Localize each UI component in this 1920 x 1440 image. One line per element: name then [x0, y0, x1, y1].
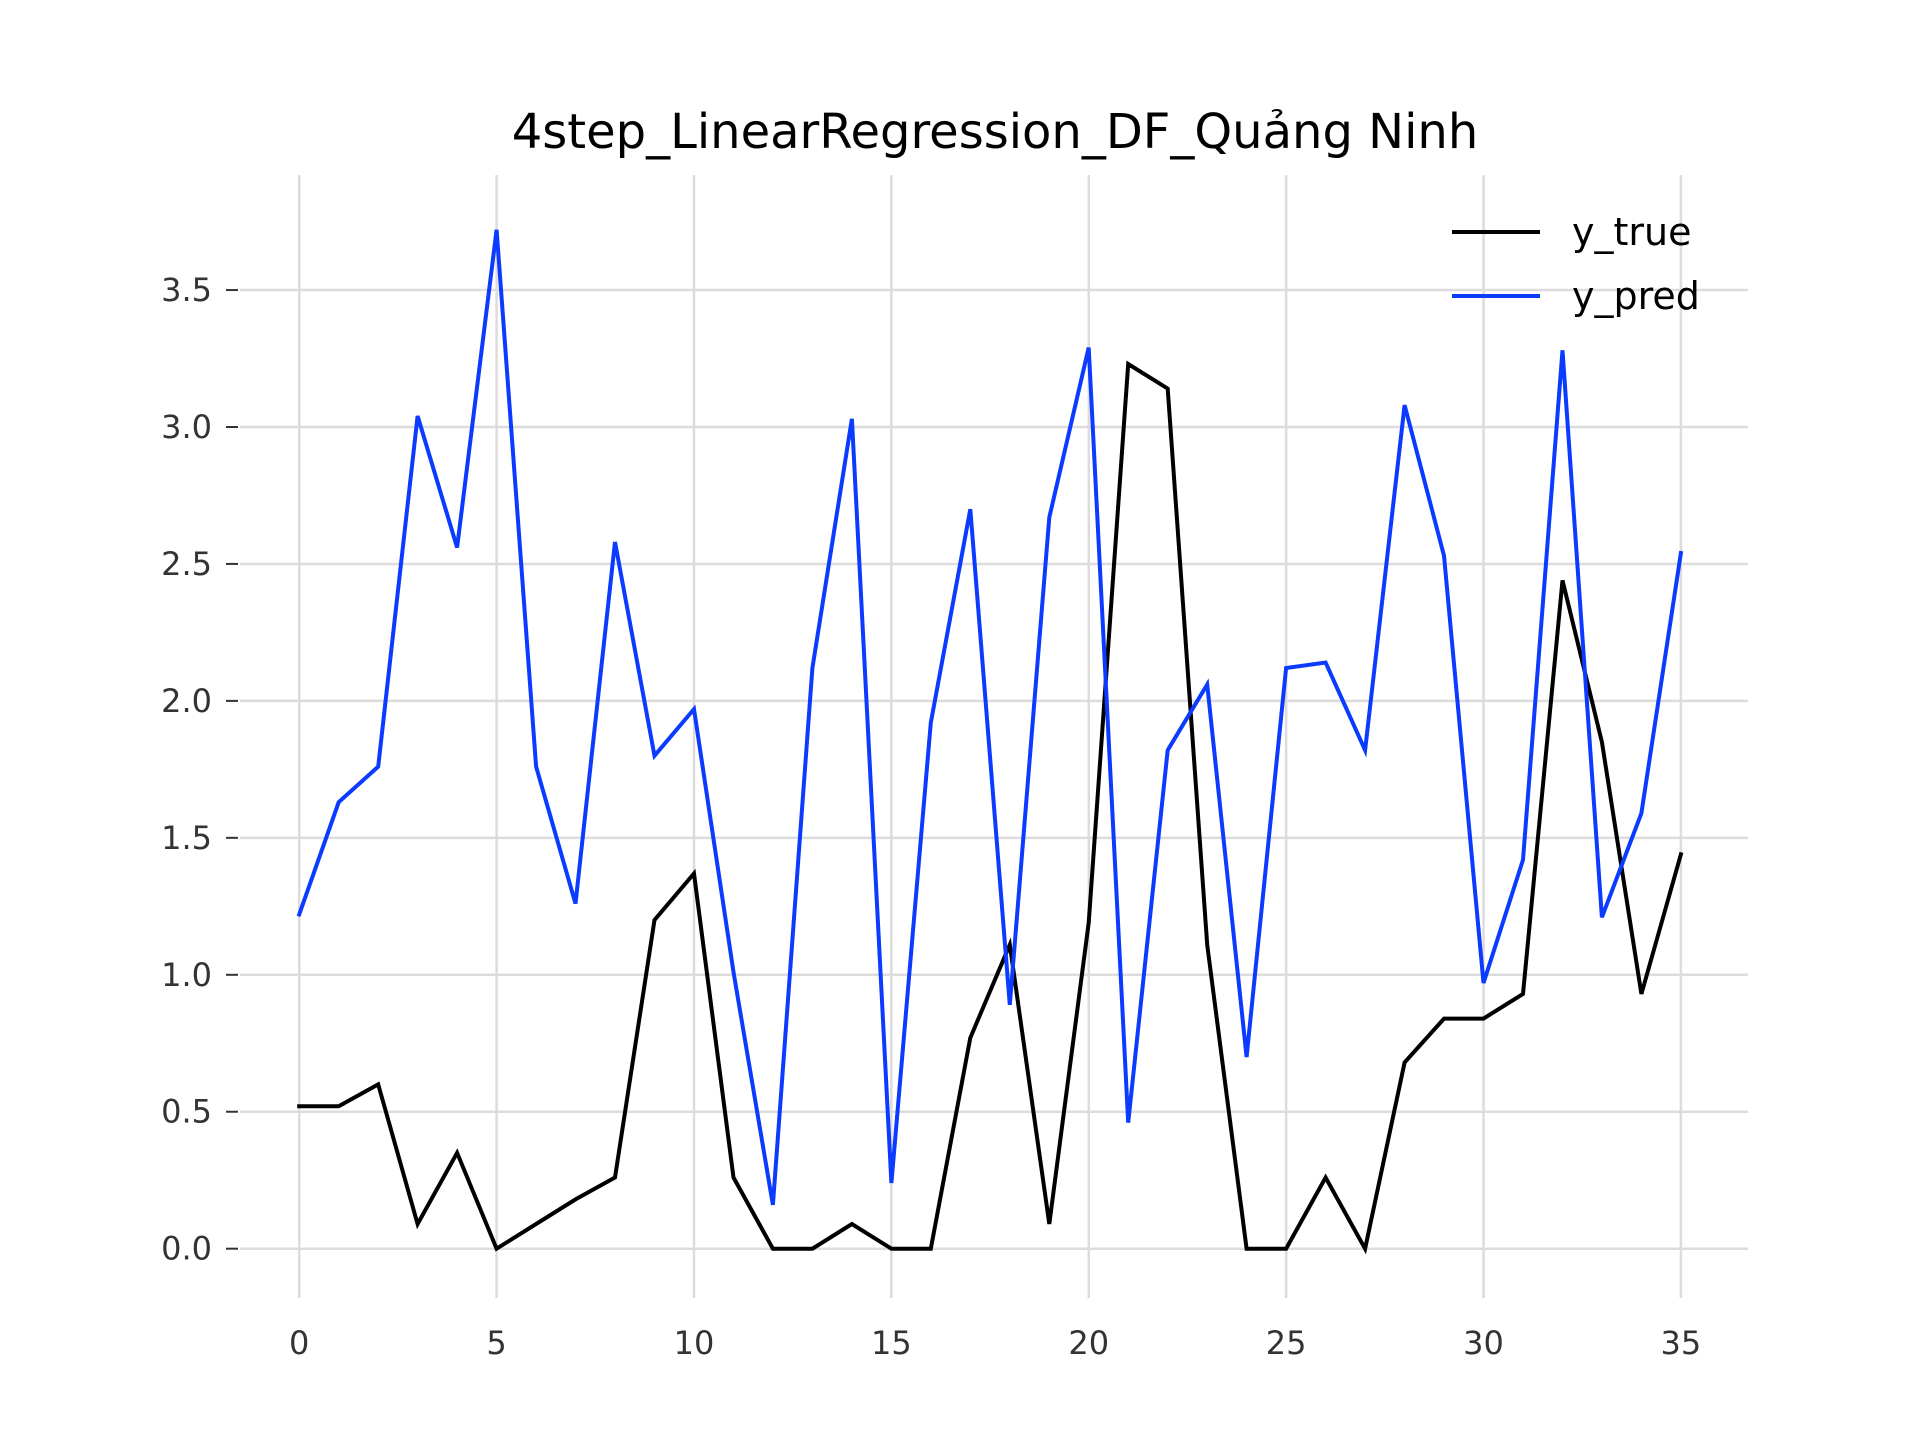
- y-tick-label: 3.0: [161, 408, 212, 446]
- legend: y_true y_pred: [1452, 210, 1700, 318]
- x-tick-label: 15: [871, 1324, 912, 1362]
- y-tick-label: 2.5: [161, 545, 212, 583]
- y-tick-label: 1.0: [161, 956, 212, 994]
- legend-label-y-true: y_true: [1572, 210, 1691, 254]
- series-line-y-pred: [296, 229, 1684, 1206]
- y-tick-label: 2.0: [161, 682, 212, 720]
- legend-label-y-pred: y_pred: [1572, 274, 1700, 318]
- y-tick-label: 0.5: [161, 1093, 212, 1131]
- x-tick-label: 30: [1463, 1324, 1504, 1362]
- x-tick-label: 25: [1266, 1324, 1307, 1362]
- x-tick-label: 10: [674, 1324, 715, 1362]
- series-layer: [296, 229, 1684, 1255]
- chart-title: 4step_LinearRegression_DF_Quảng Ninh: [512, 104, 1479, 160]
- x-tick-label: 20: [1068, 1324, 1109, 1362]
- y-tick-label: 1.5: [161, 819, 212, 857]
- x-tick-label: 5: [486, 1324, 506, 1362]
- y-tick-label: 0.0: [161, 1230, 212, 1268]
- x-tick-label: 35: [1661, 1324, 1702, 1362]
- series-line-y-true: [297, 360, 1684, 1255]
- x-axis: 0 5 10 15 20 25 30 35: [289, 1324, 1701, 1362]
- y-axis: 0.0 0.5 1.0 1.5 2.0 2.5 3.0 3.5: [161, 271, 238, 1268]
- y-grid: [240, 288, 1748, 1250]
- y-tick-label: 3.5: [161, 271, 212, 309]
- x-tick-label: 0: [289, 1324, 309, 1362]
